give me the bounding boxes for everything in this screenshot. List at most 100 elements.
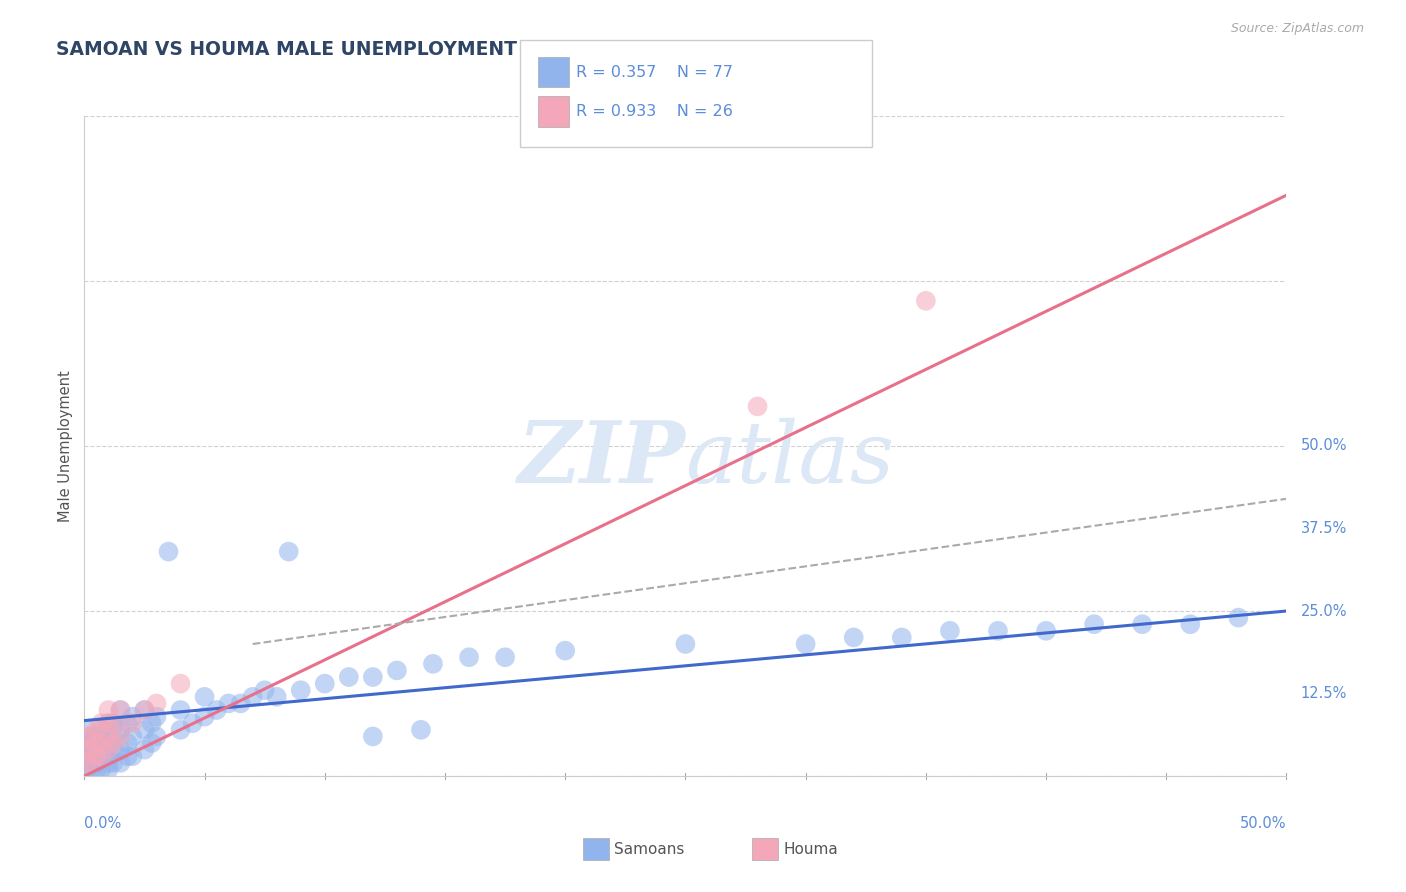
Point [134,723,156,737]
Point [337,670,360,684]
Point [90,749,112,764]
Point [1130,617,1153,632]
Text: atlas: atlas [686,417,894,500]
Point [76,756,98,770]
Point [134,742,156,756]
Point [554,643,576,657]
Point [76,723,98,737]
Point [194,690,217,704]
Point [80,730,103,744]
Point [169,676,191,690]
Point [97,730,120,744]
Point [494,650,516,665]
Text: ZIP: ZIP [517,417,686,501]
Point [103,756,125,770]
Point [103,716,125,731]
Point [110,703,132,717]
Point [80,742,103,756]
Point [890,631,912,645]
Point [121,709,143,723]
Point [794,637,817,651]
Point [842,631,865,645]
Point [97,756,120,770]
Text: 25.0%: 25.0% [1301,604,1347,618]
Point [76,730,98,744]
Point [422,657,444,671]
Point [134,703,156,717]
Y-axis label: Male Unemployment: Male Unemployment [58,370,73,522]
Point [90,736,112,750]
Point [110,756,132,770]
Point [169,703,191,717]
Point [86,742,108,756]
Point [266,690,288,704]
Point [229,697,252,711]
Point [169,723,191,737]
Point [97,742,120,756]
Point [110,742,132,756]
Point [97,730,120,744]
Point [86,730,108,744]
Text: Houma: Houma [783,842,838,856]
Point [76,736,98,750]
Point [141,736,163,750]
Point [90,736,112,750]
Point [1083,617,1105,632]
Point [86,763,108,777]
Point [117,749,139,764]
Point [218,697,240,711]
Point [76,763,98,777]
Point [80,763,103,777]
Point [97,703,120,717]
Point [121,730,143,744]
Point [242,690,264,704]
Point [747,400,769,414]
Point [361,670,384,684]
Point [205,703,228,717]
Point [134,703,156,717]
Point [86,723,108,737]
Point [145,697,167,711]
Point [76,742,98,756]
Point [90,716,112,731]
Text: 12.5%: 12.5% [1301,686,1347,701]
Point [361,730,384,744]
Point [86,749,108,764]
Point [1180,617,1202,632]
Point [145,730,167,744]
Point [141,716,163,731]
Text: R = 0.933    N = 26: R = 0.933 N = 26 [576,104,734,119]
Point [675,637,697,651]
Point [103,730,125,744]
Point [1227,610,1250,624]
Text: Samoans: Samoans [614,842,685,856]
Point [110,703,132,717]
Point [80,742,103,756]
Point [90,763,112,777]
Point [97,716,120,731]
Point [97,742,120,756]
Point [145,709,167,723]
Text: 50.0%: 50.0% [1301,439,1347,453]
Point [1035,624,1057,638]
Text: SAMOAN VS HOUMA MALE UNEMPLOYMENT CORRELATION CHART: SAMOAN VS HOUMA MALE UNEMPLOYMENT CORREL… [56,40,748,59]
Text: 50.0%: 50.0% [1240,815,1286,830]
Point [458,650,481,665]
Point [103,742,125,756]
Text: R = 0.357    N = 77: R = 0.357 N = 77 [576,65,734,79]
Point [76,749,98,764]
Point [117,736,139,750]
Point [385,664,408,678]
Point [80,756,103,770]
Point [86,756,108,770]
Point [277,544,299,558]
Point [253,683,276,698]
Point [915,293,938,308]
Point [103,716,125,731]
Point [117,716,139,731]
Point [121,749,143,764]
Point [97,763,120,777]
Point [157,544,180,558]
Point [194,709,217,723]
Point [290,683,312,698]
